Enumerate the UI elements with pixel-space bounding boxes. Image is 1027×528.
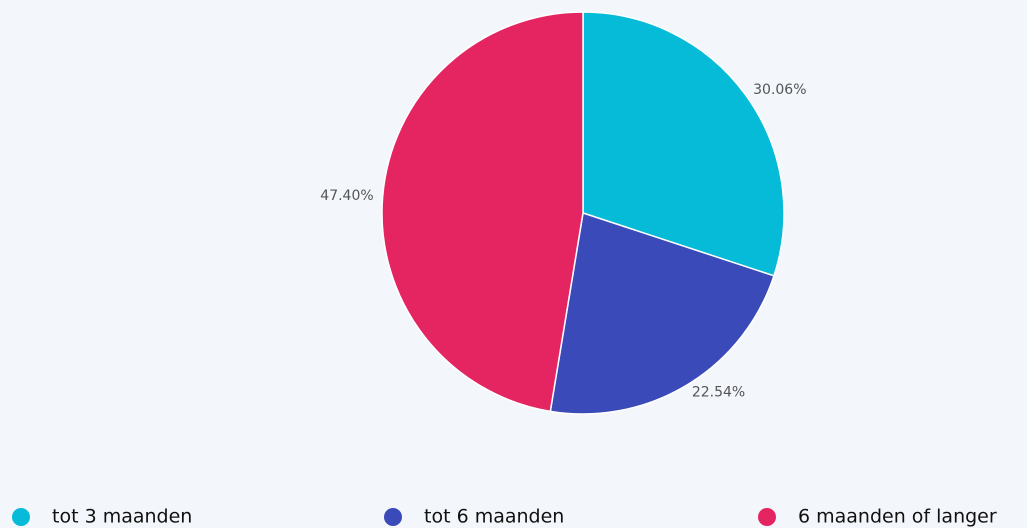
pie-slice [381, 11, 584, 413]
value-label: 47.40% [320, 188, 373, 204]
value-label: 30.06% [753, 82, 806, 98]
legend-marker [384, 508, 402, 526]
pie-slice [582, 11, 785, 277]
legend-label: tot 6 maanden [424, 506, 564, 528]
legend-marker [12, 508, 30, 526]
value-label: 22.54% [692, 385, 745, 401]
pie-slice [549, 212, 775, 415]
legend-marker [758, 508, 776, 526]
legend-label: 6 maanden of langer [798, 506, 997, 528]
legend-label: tot 3 maanden [52, 506, 192, 528]
